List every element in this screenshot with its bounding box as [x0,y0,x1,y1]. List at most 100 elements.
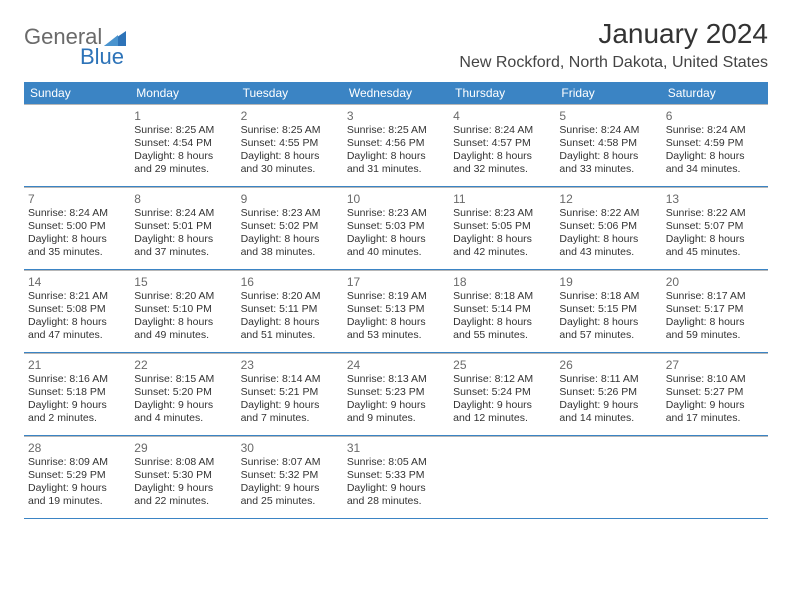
day-number: 29 [134,441,232,455]
daylight-line: Daylight: 9 hours and 2 minutes. [28,399,126,425]
calendar-week: 28Sunrise: 8:09 AMSunset: 5:29 PMDayligh… [24,436,768,519]
sunrise-line: Sunrise: 8:14 AM [241,373,339,386]
daylight-line: Daylight: 8 hours and 42 minutes. [453,233,551,259]
sunrise-line: Sunrise: 8:08 AM [134,456,232,469]
sunrise-line: Sunrise: 8:12 AM [453,373,551,386]
calendar-cell: 30Sunrise: 8:07 AMSunset: 5:32 PMDayligh… [237,436,343,518]
day-number: 3 [347,109,445,123]
sunset-line: Sunset: 5:06 PM [559,220,657,233]
calendar-cell: 22Sunrise: 8:15 AMSunset: 5:20 PMDayligh… [130,353,236,435]
sunrise-line: Sunrise: 8:05 AM [347,456,445,469]
sunrise-line: Sunrise: 8:23 AM [453,207,551,220]
calendar-cell [555,436,661,518]
location: New Rockford, North Dakota, United State… [459,54,768,72]
calendar-cell: 31Sunrise: 8:05 AMSunset: 5:33 PMDayligh… [343,436,449,518]
title-block: January 2024 New Rockford, North Dakota,… [459,18,768,72]
sunrise-line: Sunrise: 8:23 AM [347,207,445,220]
sunset-line: Sunset: 5:21 PM [241,386,339,399]
sunrise-line: Sunrise: 8:24 AM [453,124,551,137]
sunrise-line: Sunrise: 8:24 AM [559,124,657,137]
sunrise-line: Sunrise: 8:22 AM [559,207,657,220]
calendar-cell: 18Sunrise: 8:18 AMSunset: 5:14 PMDayligh… [449,270,555,352]
daylight-line: Daylight: 8 hours and 53 minutes. [347,316,445,342]
calendar-cell: 19Sunrise: 8:18 AMSunset: 5:15 PMDayligh… [555,270,661,352]
sunrise-line: Sunrise: 8:07 AM [241,456,339,469]
sunset-line: Sunset: 5:07 PM [666,220,764,233]
calendar-cell: 11Sunrise: 8:23 AMSunset: 5:05 PMDayligh… [449,187,555,269]
calendar-cell: 15Sunrise: 8:20 AMSunset: 5:10 PMDayligh… [130,270,236,352]
sunrise-line: Sunrise: 8:18 AM [559,290,657,303]
calendar-cell: 28Sunrise: 8:09 AMSunset: 5:29 PMDayligh… [24,436,130,518]
calendar-header-cell: Monday [130,82,236,104]
calendar-cell: 21Sunrise: 8:16 AMSunset: 5:18 PMDayligh… [24,353,130,435]
day-number: 26 [559,358,657,372]
calendar-cell: 25Sunrise: 8:12 AMSunset: 5:24 PMDayligh… [449,353,555,435]
day-number: 10 [347,192,445,206]
sunrise-line: Sunrise: 8:20 AM [241,290,339,303]
calendar-body: 1Sunrise: 8:25 AMSunset: 4:54 PMDaylight… [24,104,768,519]
calendar-cell: 1Sunrise: 8:25 AMSunset: 4:54 PMDaylight… [130,104,236,186]
sunrise-line: Sunrise: 8:11 AM [559,373,657,386]
sunset-line: Sunset: 5:24 PM [453,386,551,399]
day-number: 30 [241,441,339,455]
daylight-line: Daylight: 8 hours and 49 minutes. [134,316,232,342]
calendar-week: 21Sunrise: 8:16 AMSunset: 5:18 PMDayligh… [24,353,768,436]
day-number: 20 [666,275,764,289]
day-number: 7 [28,192,126,206]
calendar-cell: 27Sunrise: 8:10 AMSunset: 5:27 PMDayligh… [662,353,768,435]
sunset-line: Sunset: 5:18 PM [28,386,126,399]
calendar-header-cell: Saturday [662,82,768,104]
sunset-line: Sunset: 5:20 PM [134,386,232,399]
daylight-line: Daylight: 9 hours and 4 minutes. [134,399,232,425]
day-number: 14 [28,275,126,289]
daylight-line: Daylight: 8 hours and 29 minutes. [134,150,232,176]
daylight-line: Daylight: 8 hours and 51 minutes. [241,316,339,342]
sunset-line: Sunset: 5:29 PM [28,469,126,482]
sunset-line: Sunset: 5:32 PM [241,469,339,482]
daylight-line: Daylight: 8 hours and 55 minutes. [453,316,551,342]
calendar-cell: 13Sunrise: 8:22 AMSunset: 5:07 PMDayligh… [662,187,768,269]
calendar: SundayMondayTuesdayWednesdayThursdayFrid… [24,82,768,519]
calendar-cell [449,436,555,518]
daylight-line: Daylight: 9 hours and 14 minutes. [559,399,657,425]
calendar-cell: 17Sunrise: 8:19 AMSunset: 5:13 PMDayligh… [343,270,449,352]
daylight-line: Daylight: 8 hours and 32 minutes. [453,150,551,176]
daylight-line: Daylight: 8 hours and 57 minutes. [559,316,657,342]
sunrise-line: Sunrise: 8:10 AM [666,373,764,386]
sunset-line: Sunset: 5:30 PM [134,469,232,482]
day-number: 8 [134,192,232,206]
calendar-header-cell: Tuesday [237,82,343,104]
sunrise-line: Sunrise: 8:25 AM [347,124,445,137]
sunrise-line: Sunrise: 8:17 AM [666,290,764,303]
calendar-cell: 8Sunrise: 8:24 AMSunset: 5:01 PMDaylight… [130,187,236,269]
daylight-line: Daylight: 9 hours and 9 minutes. [347,399,445,425]
calendar-cell: 10Sunrise: 8:23 AMSunset: 5:03 PMDayligh… [343,187,449,269]
calendar-cell: 24Sunrise: 8:13 AMSunset: 5:23 PMDayligh… [343,353,449,435]
calendar-cell: 9Sunrise: 8:23 AMSunset: 5:02 PMDaylight… [237,187,343,269]
sunrise-line: Sunrise: 8:24 AM [666,124,764,137]
calendar-cell: 14Sunrise: 8:21 AMSunset: 5:08 PMDayligh… [24,270,130,352]
daylight-line: Daylight: 8 hours and 45 minutes. [666,233,764,259]
calendar-header-cell: Friday [555,82,661,104]
day-number: 18 [453,275,551,289]
daylight-line: Daylight: 8 hours and 47 minutes. [28,316,126,342]
daylight-line: Daylight: 8 hours and 31 minutes. [347,150,445,176]
calendar-cell: 29Sunrise: 8:08 AMSunset: 5:30 PMDayligh… [130,436,236,518]
daylight-line: Daylight: 8 hours and 35 minutes. [28,233,126,259]
header: GeneralBlue January 2024 New Rockford, N… [24,18,768,72]
sunset-line: Sunset: 5:01 PM [134,220,232,233]
sunrise-line: Sunrise: 8:21 AM [28,290,126,303]
daylight-line: Daylight: 9 hours and 28 minutes. [347,482,445,508]
calendar-cell: 4Sunrise: 8:24 AMSunset: 4:57 PMDaylight… [449,104,555,186]
sunrise-line: Sunrise: 8:25 AM [241,124,339,137]
day-number: 31 [347,441,445,455]
day-number: 19 [559,275,657,289]
sunset-line: Sunset: 5:13 PM [347,303,445,316]
sunset-line: Sunset: 5:00 PM [28,220,126,233]
day-number: 23 [241,358,339,372]
sunset-line: Sunset: 5:27 PM [666,386,764,399]
sunset-line: Sunset: 4:58 PM [559,137,657,150]
calendar-cell: 26Sunrise: 8:11 AMSunset: 5:26 PMDayligh… [555,353,661,435]
day-number: 22 [134,358,232,372]
calendar-cell: 6Sunrise: 8:24 AMSunset: 4:59 PMDaylight… [662,104,768,186]
